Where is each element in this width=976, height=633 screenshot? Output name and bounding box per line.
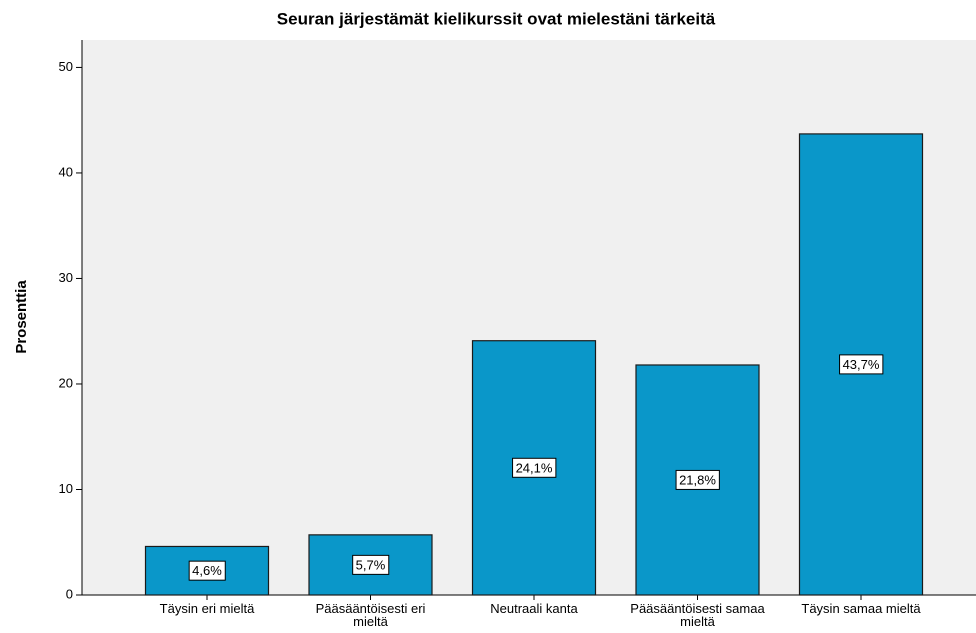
x-tick-label: Neutraali kanta [490, 601, 578, 616]
value-label-box [512, 457, 557, 478]
value-label-box [675, 469, 720, 490]
x-tick-label: Pääsääntöisesti eri mieltä [315, 601, 426, 629]
y-tick-label: 30 [59, 270, 73, 285]
y-axis-label: Prosenttia [13, 280, 30, 354]
chart-title: Seuran järjestämät kielikurssit ovat mie… [277, 9, 716, 28]
value-label: 5,7% [356, 557, 386, 572]
x-tick-label: Täysin eri mieltä [159, 601, 255, 616]
y-tick-label: 10 [59, 481, 73, 496]
value-label: 43,7% [843, 357, 880, 372]
y-tick-label: 50 [59, 59, 73, 74]
x-tick-label: Pääsääntöisesti samaa mieltä [630, 601, 765, 629]
y-tick-label: 0 [66, 586, 73, 601]
value-label-box [188, 560, 226, 581]
value-label: 21,8% [679, 472, 716, 487]
x-tick-label: Täysin samaa mieltä [801, 601, 921, 616]
y-tick-label: 20 [59, 375, 73, 390]
value-label: 24,1% [516, 460, 553, 475]
y-tick-label: 40 [59, 164, 73, 179]
value-label-box [352, 554, 390, 575]
value-label: 4,6% [192, 563, 222, 578]
value-label-box [839, 354, 884, 375]
